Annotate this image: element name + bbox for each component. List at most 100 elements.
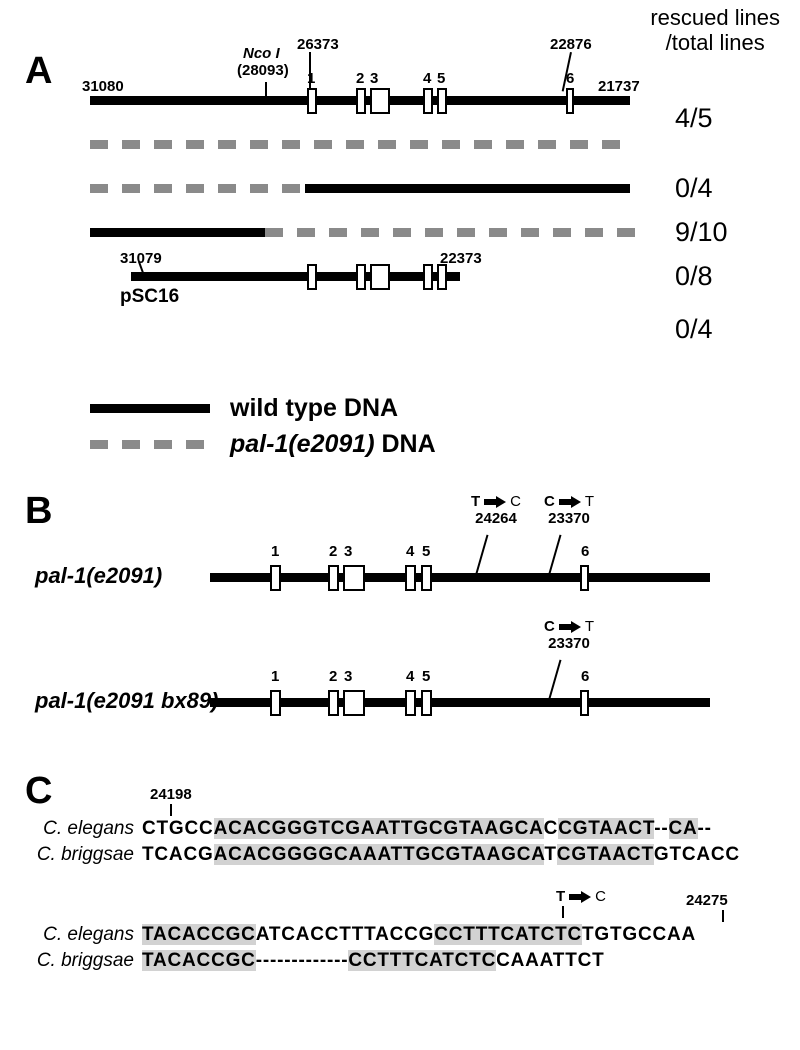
exon-1	[270, 690, 281, 716]
ncoi-tick	[265, 82, 267, 98]
exon-num-2: 2	[329, 543, 337, 560]
rescue-4: 0/4	[675, 298, 795, 360]
exon-5	[421, 690, 432, 716]
exon-num-5: 5	[437, 70, 445, 87]
wt-segment	[90, 228, 265, 237]
exon-1	[307, 88, 317, 114]
exon-2	[356, 264, 366, 290]
gene-label-0: pal-1(e2091)	[35, 563, 162, 589]
mut-connector	[548, 535, 561, 576]
ex1-coord: 26373	[297, 36, 339, 53]
panel-c: C 24198C. elegansCTGCCACACGGGTCGAATTGCGT…	[10, 770, 790, 1030]
mut-label-0: TC24264	[471, 493, 521, 527]
gene-bar	[210, 698, 710, 707]
psc16-right: 22373	[440, 250, 482, 267]
ncoi-coord: (28093)	[237, 62, 289, 79]
exon-num-2: 2	[356, 70, 364, 87]
mut-anno: TC	[556, 888, 606, 918]
exon-num-5: 5	[422, 668, 430, 685]
mut-segment	[90, 184, 305, 193]
exon-1	[307, 264, 317, 290]
exon-num-3: 3	[344, 668, 352, 685]
construct-2	[90, 166, 650, 210]
panel-a-label: A	[25, 50, 52, 93]
panel-b: B pal-1(e2091)123456TC24264CT23370pal-1(…	[10, 490, 790, 770]
gene-track-0: 123456TC24264CT23370	[210, 545, 710, 605]
ex6-coord: 22876	[550, 36, 592, 53]
rescue-2: 9/10	[675, 210, 795, 254]
seq-block-2: TC24275C. elegansTACACCGCATCACCTTTACCGCC…	[16, 920, 696, 972]
ncoi-label: Nco I	[243, 45, 280, 62]
exon-5	[437, 88, 447, 114]
exon-num-4: 4	[406, 543, 414, 560]
exon-num-3: 3	[344, 543, 352, 560]
coord-right: 21737	[598, 78, 640, 95]
exon-6	[580, 565, 589, 591]
mut-connector	[475, 535, 488, 576]
seq-row-ce-1: C. elegansCTGCCACACGGGTCGAATTGCGTAAGCACC…	[16, 814, 740, 840]
legend-wt-swatch	[90, 404, 210, 413]
exon-num-6: 6	[566, 70, 574, 87]
exon-5	[437, 264, 447, 290]
exon-3	[370, 88, 390, 114]
exon-num-2: 2	[329, 668, 337, 685]
rescue-column: 4/50/49/100/80/4	[675, 40, 795, 360]
legend-mut-text: pal-1(e2091) DNA	[230, 430, 436, 459]
wt-segment	[305, 184, 630, 193]
exon-num-3: 3	[370, 70, 378, 87]
construct-1	[90, 122, 650, 166]
exon-3	[343, 565, 365, 591]
coord-left: 31080	[82, 78, 124, 95]
exon-num-1: 1	[307, 70, 315, 87]
mut-segment	[90, 140, 630, 149]
exon-num-1: 1	[271, 668, 279, 685]
legend-mut: pal-1(e2091) DNA	[90, 426, 436, 462]
legend-wt-text: wild type DNA	[230, 394, 398, 423]
panel-a-axis: 3108021737Nco I(28093)2637322876123456	[90, 40, 650, 122]
mut-segment	[265, 228, 645, 237]
coord-left-anno: 24198	[150, 786, 192, 816]
panel-a-tracks: 3108021737Nco I(28093)263732287612345631…	[90, 40, 650, 316]
exon-num-6: 6	[581, 543, 589, 560]
exon-2	[328, 690, 339, 716]
exon-2	[328, 565, 339, 591]
exon-1	[270, 565, 281, 591]
panel-c-label: C	[25, 770, 52, 813]
construct-3	[90, 210, 650, 254]
exon-4	[405, 690, 416, 716]
exon-num-1: 1	[271, 543, 279, 560]
seq-row-cb-1: C. briggsaeTCACGACACGGGGCAAATTGCGTAAGCAT…	[16, 840, 740, 866]
seq-block-1: 24198C. elegansCTGCCACACGGGTCGAATTGCGTAA…	[16, 814, 740, 866]
exon-6	[580, 690, 589, 716]
exon-num-4: 4	[406, 668, 414, 685]
exon-num-5: 5	[422, 543, 430, 560]
wt-segment	[131, 272, 460, 281]
exon-2	[356, 88, 366, 114]
exon-num-4: 4	[423, 70, 431, 87]
seq-row-cb-2: C. briggsaeTACACCGC-------------CCTTTCAT…	[16, 946, 696, 972]
exon-4	[423, 88, 433, 114]
panel-b-label: B	[25, 490, 52, 533]
coord-right-anno: 24275	[686, 892, 728, 922]
legend-wt: wild type DNA	[90, 390, 436, 426]
exon-4	[405, 565, 416, 591]
psc16-label: pSC16	[120, 286, 179, 308]
exon-3	[343, 690, 365, 716]
exon-5	[421, 565, 432, 591]
exon-3	[370, 264, 390, 290]
exon-4	[423, 264, 433, 290]
rescue-1: 0/4	[675, 166, 795, 210]
construct-4: 3107922373pSC16	[90, 254, 650, 316]
exon-6	[566, 88, 574, 114]
mut-label-1: CT23370	[544, 493, 594, 527]
legend-mut-swatch	[90, 440, 210, 449]
gene-bar	[210, 573, 710, 582]
exon-num-6: 6	[581, 668, 589, 685]
legend: wild type DNA pal-1(e2091) DNA	[90, 390, 436, 462]
gene-track-1: 123456CT23370	[210, 670, 710, 730]
panel-a: A 31080 21737 Nco I(28093) 26373 22876 1 23 45 6…	[10, 20, 790, 490]
rescue-0: 4/5	[675, 96, 795, 140]
rescue-3: 0/8	[675, 254, 795, 298]
gene-label-1: pal-1(e2091 bx89)	[35, 688, 218, 714]
mut-label-0: CT23370	[544, 618, 594, 652]
